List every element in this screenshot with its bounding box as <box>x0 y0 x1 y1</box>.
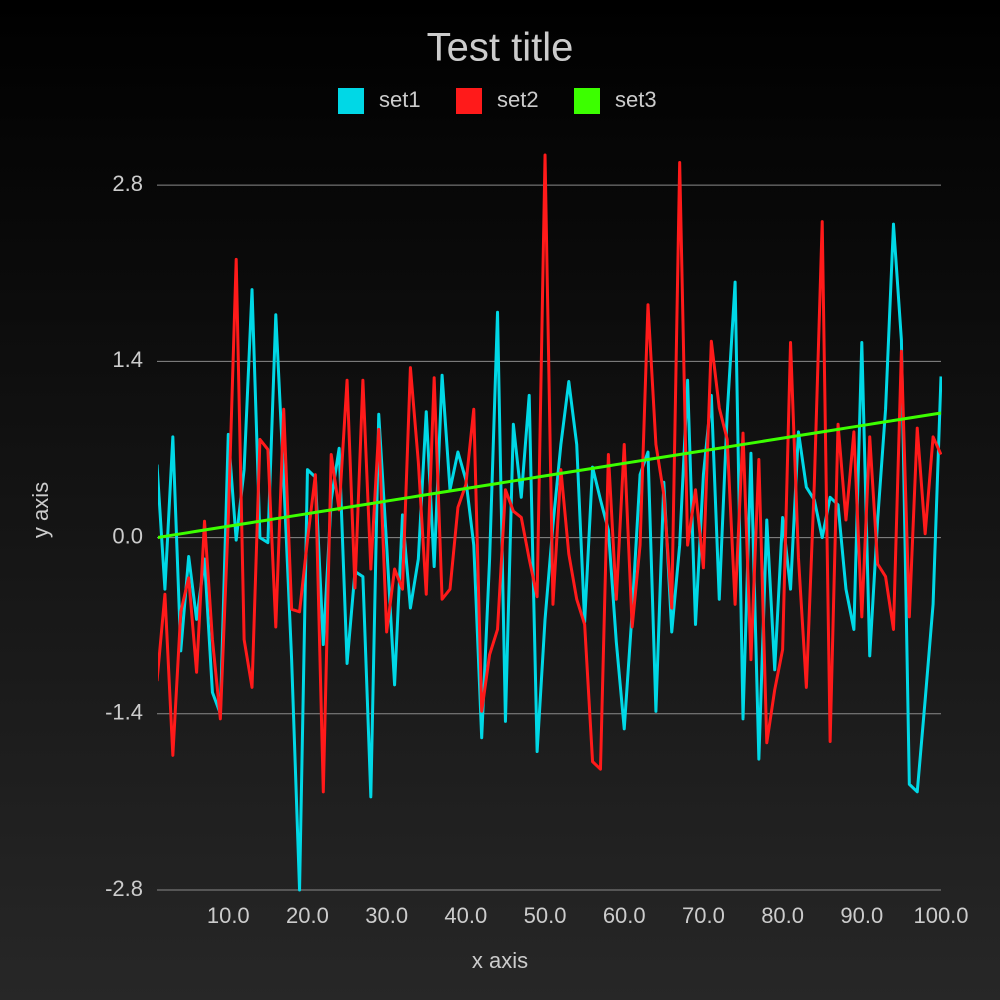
plot-area <box>158 153 942 892</box>
legend: set1 set2 set3 <box>338 87 657 114</box>
y-tick-label: 1.4 <box>112 347 143 372</box>
x-tick-label: 50.0 <box>524 903 567 928</box>
x-axis-label: x axis <box>472 948 528 973</box>
series-line <box>158 222 942 892</box>
legend-label: set2 <box>497 87 539 112</box>
x-tick-label: 10.0 <box>207 903 250 928</box>
x-tick-label: 20.0 <box>286 903 329 928</box>
x-tick-label: 90.0 <box>840 903 883 928</box>
chart-title: Test title <box>427 26 574 70</box>
y-tick-label: -2.8 <box>105 876 143 901</box>
series-line <box>158 411 942 539</box>
y-axis-label: y axis <box>28 482 53 538</box>
x-tick-label: 70.0 <box>682 903 725 928</box>
x-tick-label: 30.0 <box>365 903 408 928</box>
series-line <box>158 153 942 794</box>
x-tick-label: 80.0 <box>761 903 804 928</box>
y-tick-label: 2.8 <box>112 171 143 196</box>
legend-swatch <box>574 88 600 114</box>
legend-label: set3 <box>615 87 657 112</box>
x-tick-label: 60.0 <box>603 903 646 928</box>
legend-swatch <box>338 88 364 114</box>
y-tick-label: 0.0 <box>112 523 143 548</box>
legend-label: set1 <box>379 87 421 112</box>
x-tick-label: 100.0 <box>913 903 968 928</box>
x-tick-label: 40.0 <box>444 903 487 928</box>
legend-swatch <box>456 88 482 114</box>
y-tick-label: -1.4 <box>105 700 143 725</box>
